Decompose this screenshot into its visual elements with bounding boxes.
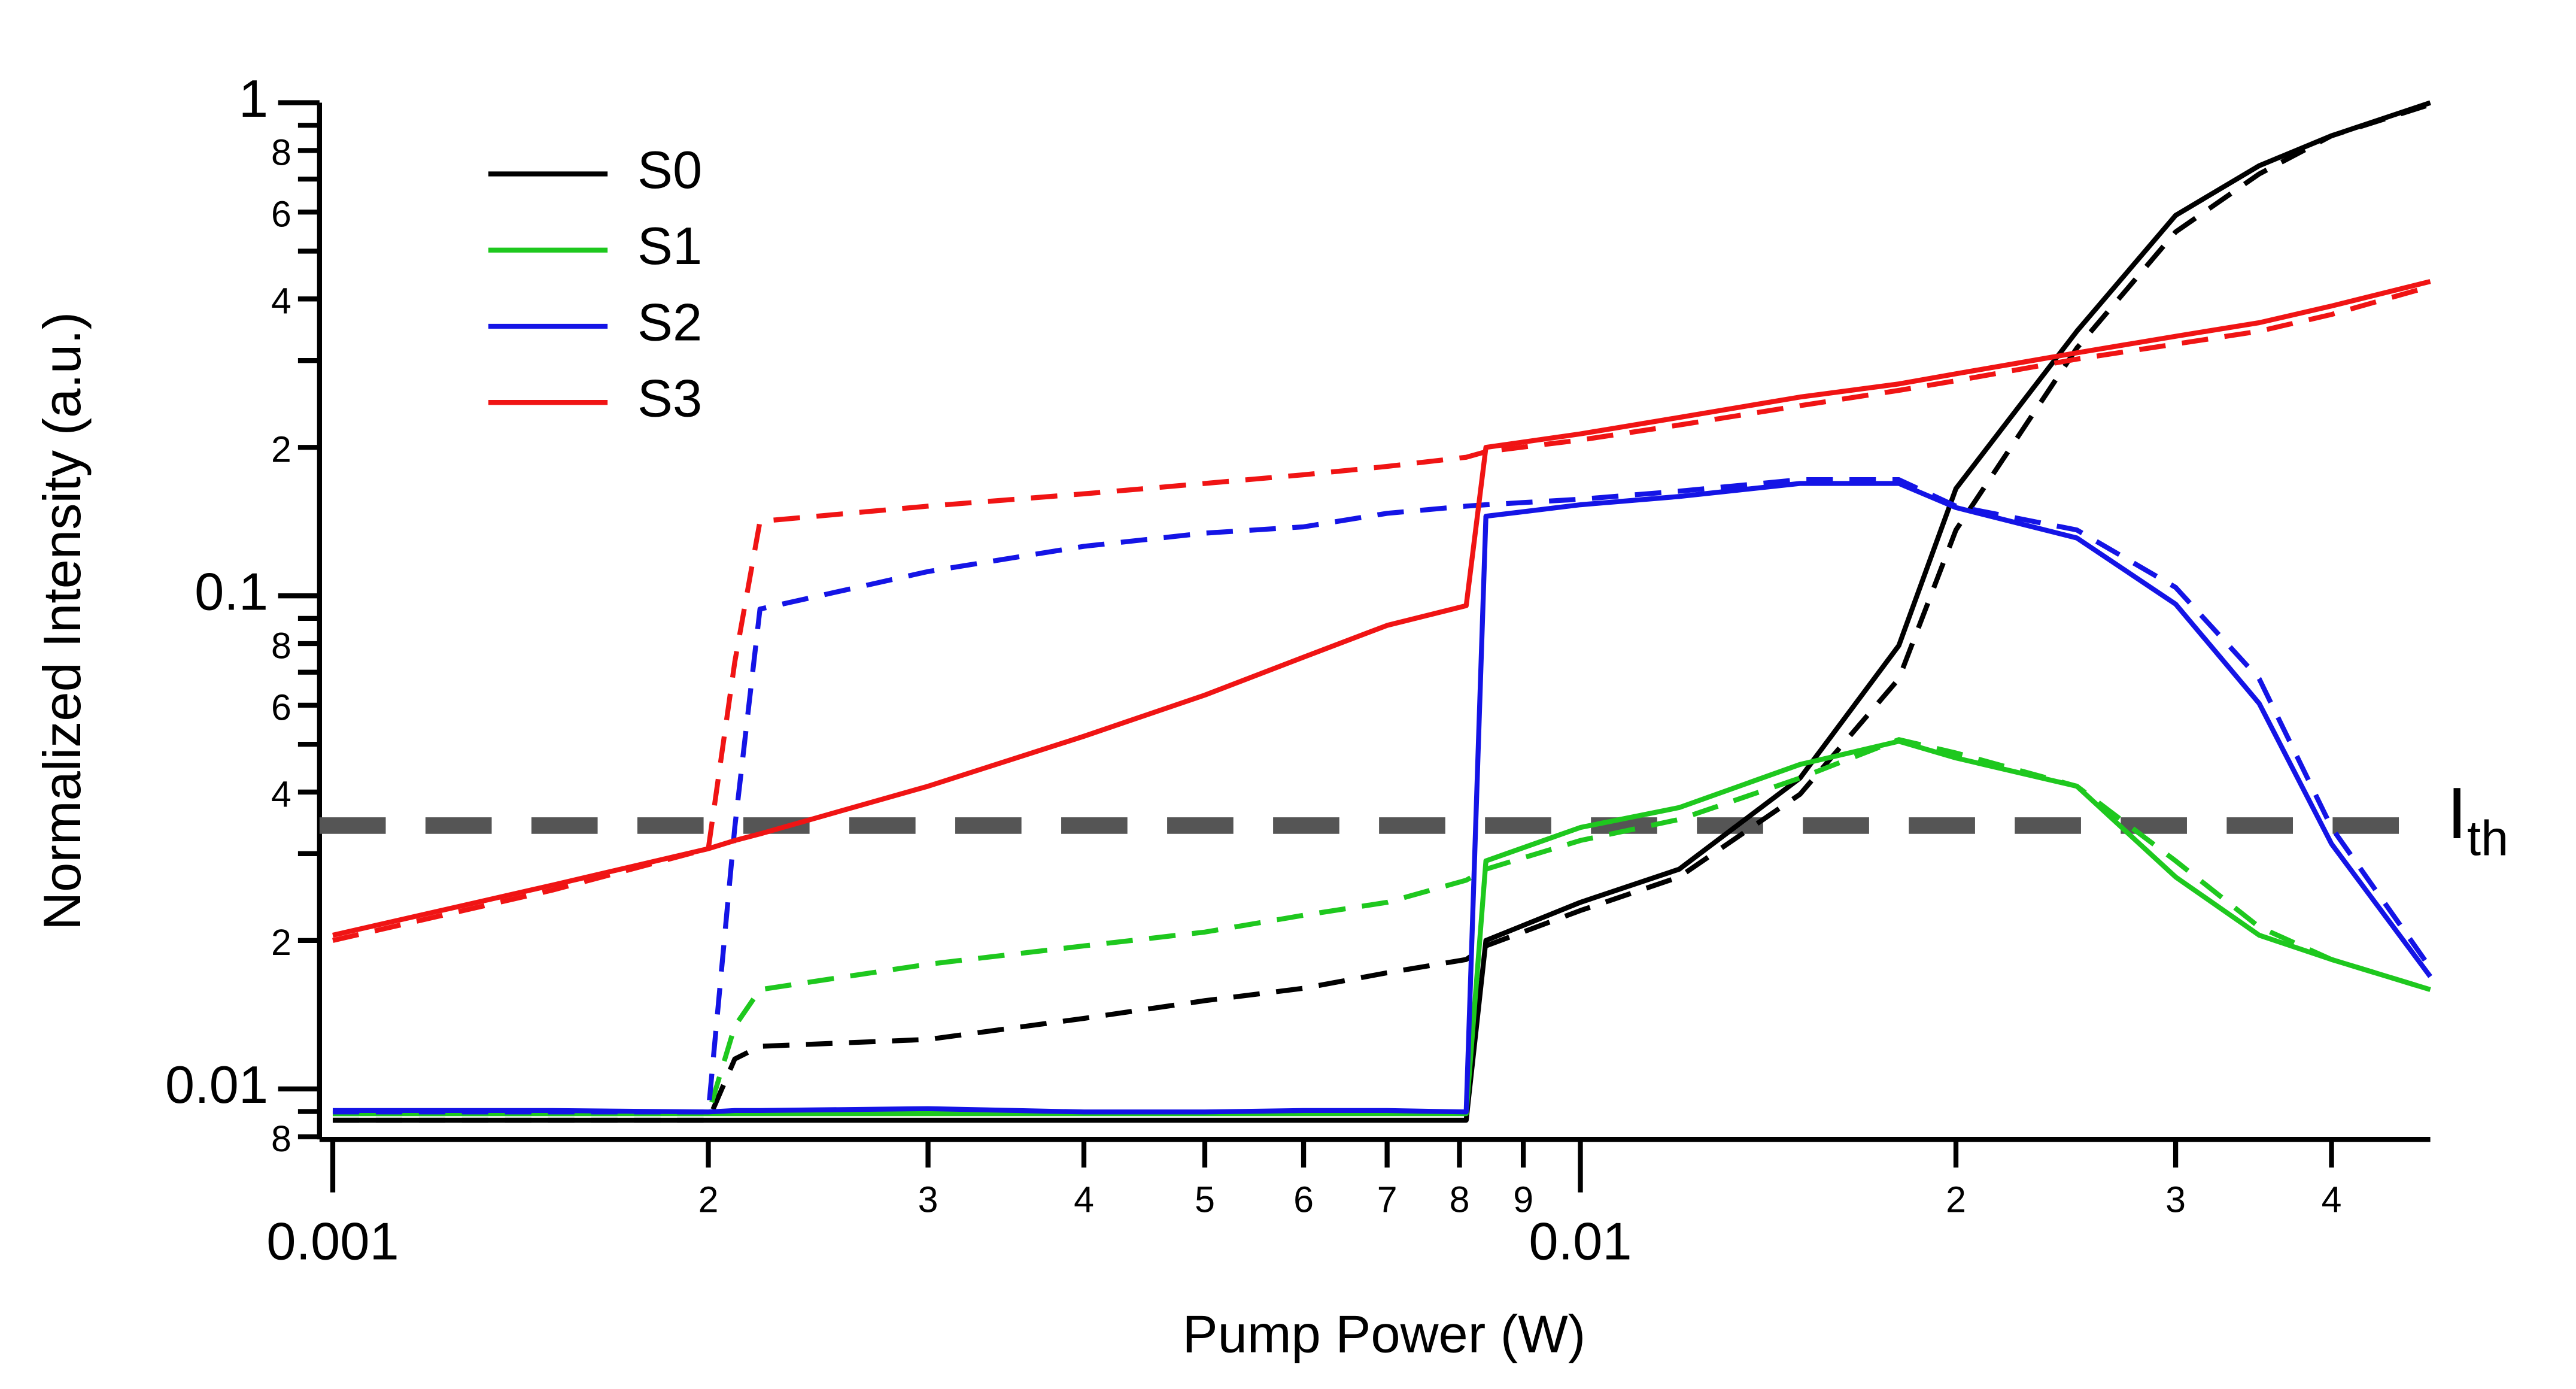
x-tick-label: 0.01 xyxy=(1529,1212,1632,1271)
series-line-dashed xyxy=(332,284,2431,943)
y-tick-label: 8 xyxy=(271,132,291,173)
x-axis-label: Pump Power (W) xyxy=(1183,1304,1586,1363)
x-tick-label: 3 xyxy=(2165,1179,2186,1220)
x-tick-label: 4 xyxy=(2322,1179,2342,1220)
x-tick-label: 6 xyxy=(1293,1179,1314,1220)
legend-label: S2 xyxy=(637,292,702,351)
y-tick-label: 6 xyxy=(271,687,291,727)
series-line xyxy=(332,481,2432,1115)
x-tick-label: 3 xyxy=(918,1179,938,1220)
x-tick-label: 4 xyxy=(1074,1179,1094,1220)
x-tick-label: 9 xyxy=(1513,1179,1533,1220)
x-tick-label: 8 xyxy=(1450,1179,1470,1220)
series-line-dashed xyxy=(332,737,2431,1117)
threshold-subscript: th xyxy=(2467,811,2508,866)
y-tick-label: 2 xyxy=(271,922,291,963)
y-tick-label: 6 xyxy=(271,194,291,235)
y-tick-label: 1 xyxy=(239,69,268,128)
series-line xyxy=(332,100,2431,1123)
y-tick-label: 2 xyxy=(271,429,291,470)
legend-label: S1 xyxy=(637,216,702,275)
series-line xyxy=(332,738,2431,1117)
legend-label: S3 xyxy=(637,369,702,428)
x-tick-label: 0.001 xyxy=(266,1212,399,1271)
y-tick-label: 4 xyxy=(271,281,291,322)
y-axis-label: Normalized Intensity (a.u.) xyxy=(32,312,92,930)
legend-label: S0 xyxy=(637,140,702,199)
y-tick-label: 0.1 xyxy=(195,562,268,621)
x-tick-label: 7 xyxy=(1377,1179,1398,1220)
series-line-dashed xyxy=(332,477,2432,1115)
threshold-symbol: I xyxy=(2447,772,2467,854)
y-tick-label: 0.01 xyxy=(165,1055,268,1114)
y-tick-label: 8 xyxy=(271,1118,291,1159)
y-tick-label: 4 xyxy=(271,774,291,814)
x-tick-label: 2 xyxy=(698,1179,719,1220)
series-line xyxy=(332,279,2431,938)
x-tick-label: 2 xyxy=(1946,1179,1966,1220)
y-tick-label: 8 xyxy=(271,625,291,666)
threshold-label: Ith xyxy=(2447,772,2508,866)
x-tick-label: 5 xyxy=(1195,1179,1215,1220)
series-line-dashed xyxy=(332,102,2431,1123)
